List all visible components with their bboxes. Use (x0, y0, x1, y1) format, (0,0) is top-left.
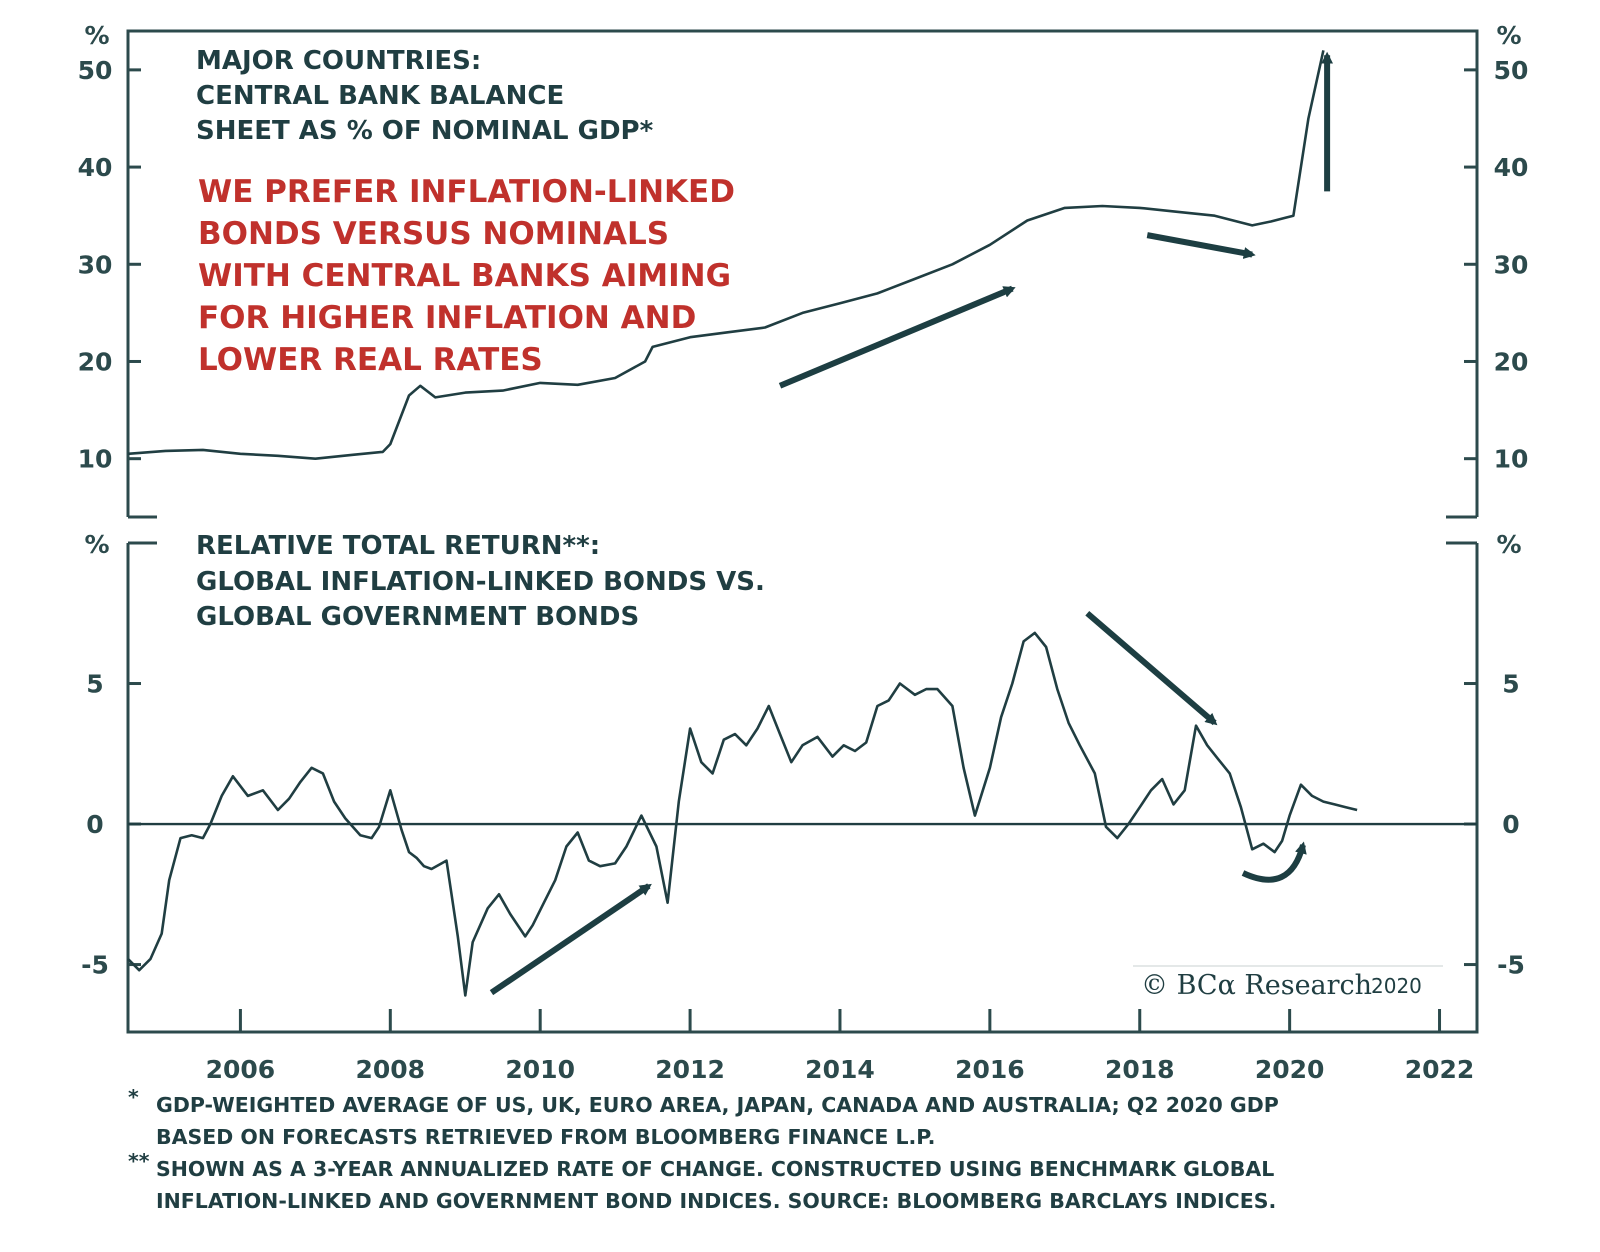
footnote-2-line-2: INFLATION-LINKED AND GOVERNMENT BOND IND… (156, 1189, 1276, 1213)
top-y-tick-label-right-10: 10 (1494, 445, 1529, 474)
bottom-y-tick-label-right--5: -5 (1497, 951, 1525, 980)
footnote-2-line-1: SHOWN AS A 3-YEAR ANNUALIZED RATE OF CHA… (156, 1157, 1274, 1181)
annotation-line-2: BONDS VERSUS NOMINALS (198, 216, 669, 252)
top-y-tick-label-right-30: 30 (1494, 250, 1529, 279)
x-tick-label-2008: 2008 (356, 1055, 426, 1084)
x-tick-label-2014: 2014 (805, 1055, 875, 1084)
top-panel-frame (126, 29, 1479, 517)
top-y-tick-label-right-40: 40 (1494, 153, 1529, 182)
curved-arrow (1241, 841, 1307, 883)
x-tick-label-2006: 2006 (206, 1055, 276, 1084)
top-unit-left: % (84, 21, 109, 50)
bottom-title-line-3: GLOBAL GOVERNMENT BONDS (196, 602, 639, 632)
top-series-line (127, 50, 1325, 460)
bottom-panel-frame (126, 543, 1479, 1034)
top-y-tick-label-left-40: 40 (78, 153, 113, 182)
x-tick-label-2022: 2022 (1405, 1055, 1475, 1084)
credit-text: © BCα Research (1141, 970, 1372, 1001)
bottom-y-tick-label-left-5: 5 (86, 670, 103, 699)
footnote-1-line-2: BASED ON FORECASTS RETRIEVED FROM BLOOMB… (156, 1125, 935, 1149)
bottom-y-tick-label-right-0: 0 (1502, 810, 1519, 839)
top-title-line-3: SHEET AS % OF NOMINAL GDP* (196, 116, 654, 146)
bottom-y-tick-label-left-0: 0 (86, 810, 103, 839)
x-tick-label-2018: 2018 (1105, 1055, 1175, 1084)
top-y-tick-label-right-50: 50 (1494, 56, 1529, 85)
bottom-unit-left: % (84, 530, 109, 559)
x-tick-label-2016: 2016 (955, 1055, 1025, 1084)
top-arrows (778, 51, 1334, 389)
top-y-tick-label-left-10: 10 (78, 445, 113, 474)
annotation-line-4: FOR HIGHER INFLATION AND (198, 300, 696, 336)
bottom-series-line (127, 631, 1358, 997)
bottom-title-line-1: RELATIVE TOTAL RETURN**: (196, 531, 600, 561)
footnotes: * GDP-WEIGHTED AVERAGE OF US, UK, EURO A… (128, 1085, 1279, 1213)
top-y-tick-label-left-30: 30 (78, 250, 113, 279)
top-y-tick-label-right-20: 20 (1494, 347, 1529, 376)
x-tick-label-2010: 2010 (505, 1055, 575, 1084)
top-arrow-2 (1146, 232, 1256, 259)
x-axis: 2006 2008 2010 2012 2014 2016 2018 2020 2022 (206, 1009, 1475, 1084)
top-y-axis: 10 10 20 20 30 30 40 40 50 50 (78, 56, 1529, 474)
bottom-unit-right: % (1496, 530, 1521, 559)
bottom-arrow-1 (1085, 610, 1218, 726)
bottom-arrows (489, 610, 1218, 996)
top-y-tick-label-left-20: 20 (78, 347, 113, 376)
x-tick-label-2020: 2020 (1255, 1055, 1325, 1084)
top-y-tick-label-left-50: 50 (78, 56, 113, 85)
bottom-y-tick-label-left--5: -5 (81, 951, 109, 980)
top-panel: 10 10 20 20 30 30 40 40 50 50 % % MAJOR COUNTRIES… (78, 21, 1529, 519)
annotation-line-3: WITH CENTRAL BANKS AIMING (198, 258, 731, 294)
footnote-2-mark: ** (128, 1149, 150, 1173)
credit-year: 2020 (1371, 974, 1422, 998)
bottom-y-axis: 5 5 0 0 -5 -5 (81, 670, 1525, 980)
footnote-1-mark: * (128, 1085, 139, 1109)
top-arrow-1 (778, 285, 1016, 389)
x-tick-label-2012: 2012 (655, 1055, 725, 1084)
top-title-line-2: CENTRAL BANK BALANCE (196, 81, 564, 111)
top-unit-right: % (1496, 21, 1521, 50)
bottom-title-line-2: GLOBAL INFLATION-LINKED BONDS VS. (196, 567, 765, 597)
bottom-y-tick-label-right-5: 5 (1502, 670, 1519, 699)
top-title-line-1: MAJOR COUNTRIES: (196, 46, 481, 76)
footnote-1-line-1: GDP-WEIGHTED AVERAGE OF US, UK, EURO ARE… (156, 1093, 1279, 1117)
annotation-line-5: LOWER REAL RATES (198, 342, 543, 378)
bottom-panel: 5 5 0 0 -5 -5 2006 2008 2010 2012 2014 2016 2018 202… (81, 530, 1525, 1084)
annotation-line-1: WE PREFER INFLATION-LINKED (198, 174, 735, 210)
bottom-arrow-2 (489, 883, 652, 996)
